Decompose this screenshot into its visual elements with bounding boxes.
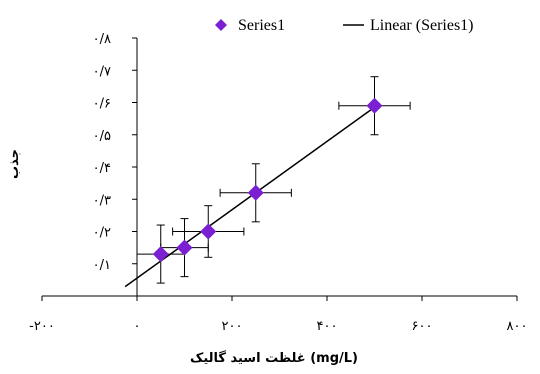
x-tick-label: ۸۰۰ xyxy=(507,319,528,334)
trendline xyxy=(124,106,375,288)
data-points xyxy=(152,97,383,263)
y-tick-label: ۰/۷ xyxy=(93,64,111,79)
x-tick-label: -۲۰۰ xyxy=(29,319,55,334)
trendline-line xyxy=(124,106,375,288)
data-point-diamond xyxy=(176,239,193,256)
x-tick-label: ۲۰۰ xyxy=(222,319,243,334)
axes xyxy=(42,38,517,297)
y-axis-title: جذب xyxy=(7,149,22,179)
x-tick-label: ۶۰۰ xyxy=(412,319,433,334)
y-tick-label: ۰/۶ xyxy=(93,97,111,112)
data-point-diamond xyxy=(152,246,169,263)
y-tick-label: ۰/۵ xyxy=(93,129,111,144)
x-tick-label: ۴۰۰ xyxy=(317,319,338,334)
x-tick-label: ۰ xyxy=(134,319,141,334)
x-axis-title: غلظت اسید گالیک (mg/L) xyxy=(190,350,358,366)
data-point-diamond xyxy=(200,223,217,240)
ticks: -۲۰۰ ۰ ۲۰۰ ۴۰۰ ۶۰۰ ۸۰۰ ۰/۱ ۰/۲ ۰/۳ ۰/۴ ۰/۵ ۰/۶ ۰/۷ ۰/… xyxy=(29,32,527,334)
y-tick-label: ۰/۸ xyxy=(93,32,111,47)
data-point-diamond xyxy=(366,97,383,114)
legend-series1-label: Series1 xyxy=(238,17,285,34)
y-tick-label: ۰/۴ xyxy=(93,161,111,176)
y-tick-label: ۰/۲ xyxy=(93,226,111,241)
data-point-diamond xyxy=(247,184,264,201)
y-tick-label: ۰/۱ xyxy=(93,258,111,273)
legend: Series1 Linear (Series1) xyxy=(215,17,474,34)
legend-trendline-label: Linear (Series1) xyxy=(370,17,474,34)
y-tick-label: ۰/۳ xyxy=(93,193,111,208)
legend-series1-marker xyxy=(215,19,227,31)
